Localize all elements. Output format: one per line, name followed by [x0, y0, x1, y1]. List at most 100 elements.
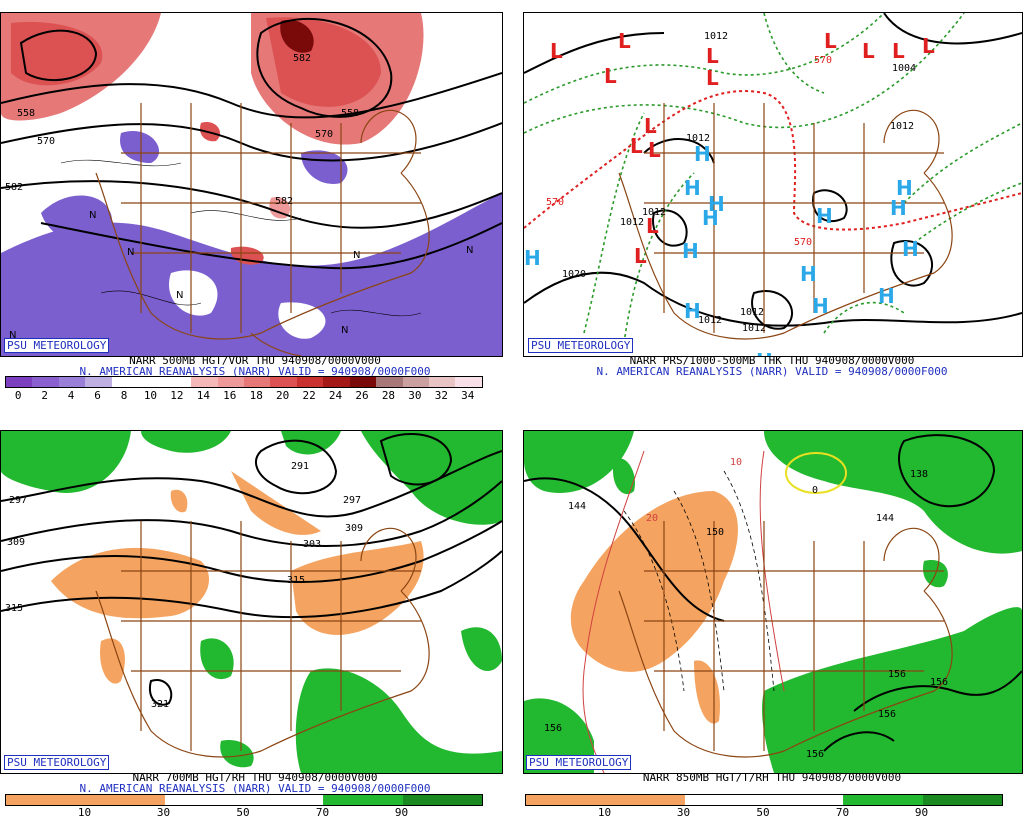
svg-text:L: L: [634, 244, 647, 268]
psu-badge: PSU METEOROLOGY: [528, 338, 634, 353]
contour-label: 1012: [740, 307, 764, 318]
contour-label: 1020: [562, 269, 586, 280]
psu-badge: PSU METEOROLOGY: [4, 338, 110, 353]
colorbar-swatch: [296, 377, 324, 387]
colorbar-label: 2: [41, 389, 48, 402]
contour-label: 315: [287, 575, 305, 586]
svg-text:H: H: [890, 196, 907, 220]
svg-text:L: L: [618, 29, 631, 53]
colorbar-swatch: [32, 377, 59, 387]
colorbar-label: 50: [756, 806, 770, 819]
colorbar-label: 0: [14, 389, 22, 402]
svg-text:N: N: [89, 210, 96, 221]
contour-label: 291: [291, 461, 309, 472]
svg-text:L: L: [644, 114, 657, 138]
svg-text:N: N: [176, 290, 183, 301]
svg-text:L: L: [706, 66, 719, 90]
caption-valid: N. AMERICAN REANALYSIS (NARR) VALID = 94…: [79, 782, 431, 795]
colorbar-swatch: [58, 377, 86, 387]
contour-label: 558: [341, 108, 359, 119]
contour-label: 10: [730, 457, 742, 468]
svg-text:H: H: [694, 142, 711, 166]
map-850mb: 144 150 138 144 156 156 156 156 156 10 2…: [523, 430, 1023, 774]
contour-label: 156: [806, 749, 824, 760]
svg-text:L: L: [706, 44, 719, 68]
contour-label: 297: [343, 495, 361, 506]
colorbar-labels: 10 30 50 70 90: [5, 806, 481, 820]
contour-label: 582: [293, 53, 311, 64]
colorbar-label: 70: [835, 806, 850, 819]
svg-text:H: H: [684, 299, 701, 323]
svg-text:N: N: [353, 250, 360, 261]
colorbar-label: 16: [223, 389, 237, 402]
svg-text:L: L: [550, 39, 563, 63]
contour-label: 150: [706, 527, 724, 538]
svg-text:H: H: [684, 176, 701, 200]
caption-title: NARR 500MB HGT/VOR THU 940908/0000V000: [129, 354, 381, 367]
contour-label: 1012: [890, 121, 914, 132]
svg-text:L: L: [892, 39, 905, 63]
contour-label: 1012: [742, 323, 766, 334]
colorbar-swatch: [402, 377, 429, 387]
contour-label: 570: [315, 129, 333, 140]
contour-label: 20: [646, 513, 658, 524]
colorbar-label: 90: [914, 806, 929, 819]
colorbar-label: 10: [597, 806, 612, 819]
contour-label: 582: [5, 182, 23, 193]
contour-label: 156: [878, 709, 896, 720]
caption-valid: N. AMERICAN REANALYSIS (NARR) VALID = 94…: [596, 365, 948, 378]
caption-title: NARR 700MB HGT/RH THU 940908/0000V000: [132, 771, 378, 784]
colorbar-swatch: [243, 377, 271, 387]
contour-label: 321: [151, 699, 169, 710]
contour-label: 570: [37, 136, 55, 147]
panel-850mb-temp-rh: 144 150 138 144 156 156 156 156 156 10 2…: [520, 418, 1024, 819]
colorbar-swatch: [323, 377, 350, 387]
colorbar-label: 90: [394, 806, 409, 819]
contour-label: 138: [910, 469, 928, 480]
colorbar-label: 26: [355, 389, 369, 402]
colorbar-swatch: [349, 377, 377, 387]
colorbar-label: 12: [170, 389, 184, 402]
svg-text:H: H: [682, 239, 699, 263]
contour-label: 315: [5, 603, 23, 614]
colorbar-swatch: [376, 377, 403, 387]
contour-label: 156: [930, 677, 948, 688]
svg-text:H: H: [800, 262, 817, 286]
map-700mb: 297 309 315 291 297 309 303 315 321: [0, 430, 503, 774]
psu-badge: PSU METEOROLOGY: [4, 755, 110, 770]
svg-text:L: L: [922, 34, 935, 58]
colorbar-label: 50: [236, 806, 250, 819]
contour-label: 144: [876, 513, 894, 524]
colorbar-swatch: [270, 377, 297, 387]
colorbar-label: 10: [77, 806, 92, 819]
map-surface: LLL LLL LLL LLL LL HHH HHH HHH HHH HHH 1…: [523, 12, 1023, 357]
colorbar-label: 14: [196, 389, 210, 402]
colorbar-swatch: [6, 377, 33, 387]
colorbar-label: 20: [276, 389, 290, 402]
svg-text:L: L: [646, 214, 659, 238]
colorbar-swatch: [191, 377, 218, 387]
svg-text:L: L: [824, 29, 837, 53]
colorbar-label: 10: [143, 389, 158, 402]
colorbar-label: 4: [67, 389, 75, 402]
psu-badge: PSU METEOROLOGY: [526, 755, 632, 770]
contour-label: 570: [546, 197, 564, 208]
colorbar-label: 32: [434, 389, 448, 402]
panel-surface-pressure-thickness: LLL LLL LLL LLL LL HHH HHH HHH HHH HHH 1…: [520, 0, 1024, 410]
panel-500mb-vorticity: N N N N N N N 558 570 582 582 558 570 58…: [0, 0, 510, 410]
colorbar-label: 22: [302, 389, 316, 402]
contour-label: 309: [345, 523, 363, 534]
contour-label: 582: [275, 196, 293, 207]
svg-text:N: N: [9, 330, 16, 341]
colorbar-label: 8: [120, 389, 128, 402]
colorbar-swatch: [429, 377, 456, 387]
svg-text:H: H: [812, 294, 829, 318]
contour-label: 1012: [686, 133, 710, 144]
contour-label: 558: [17, 108, 35, 119]
colorbar-swatch: [217, 377, 244, 387]
colorbar: [525, 794, 1003, 806]
svg-text:L: L: [630, 134, 643, 158]
contour-label: 144: [568, 501, 586, 512]
colorbar-swatch: [85, 377, 112, 387]
contour-label: 570: [814, 55, 832, 66]
